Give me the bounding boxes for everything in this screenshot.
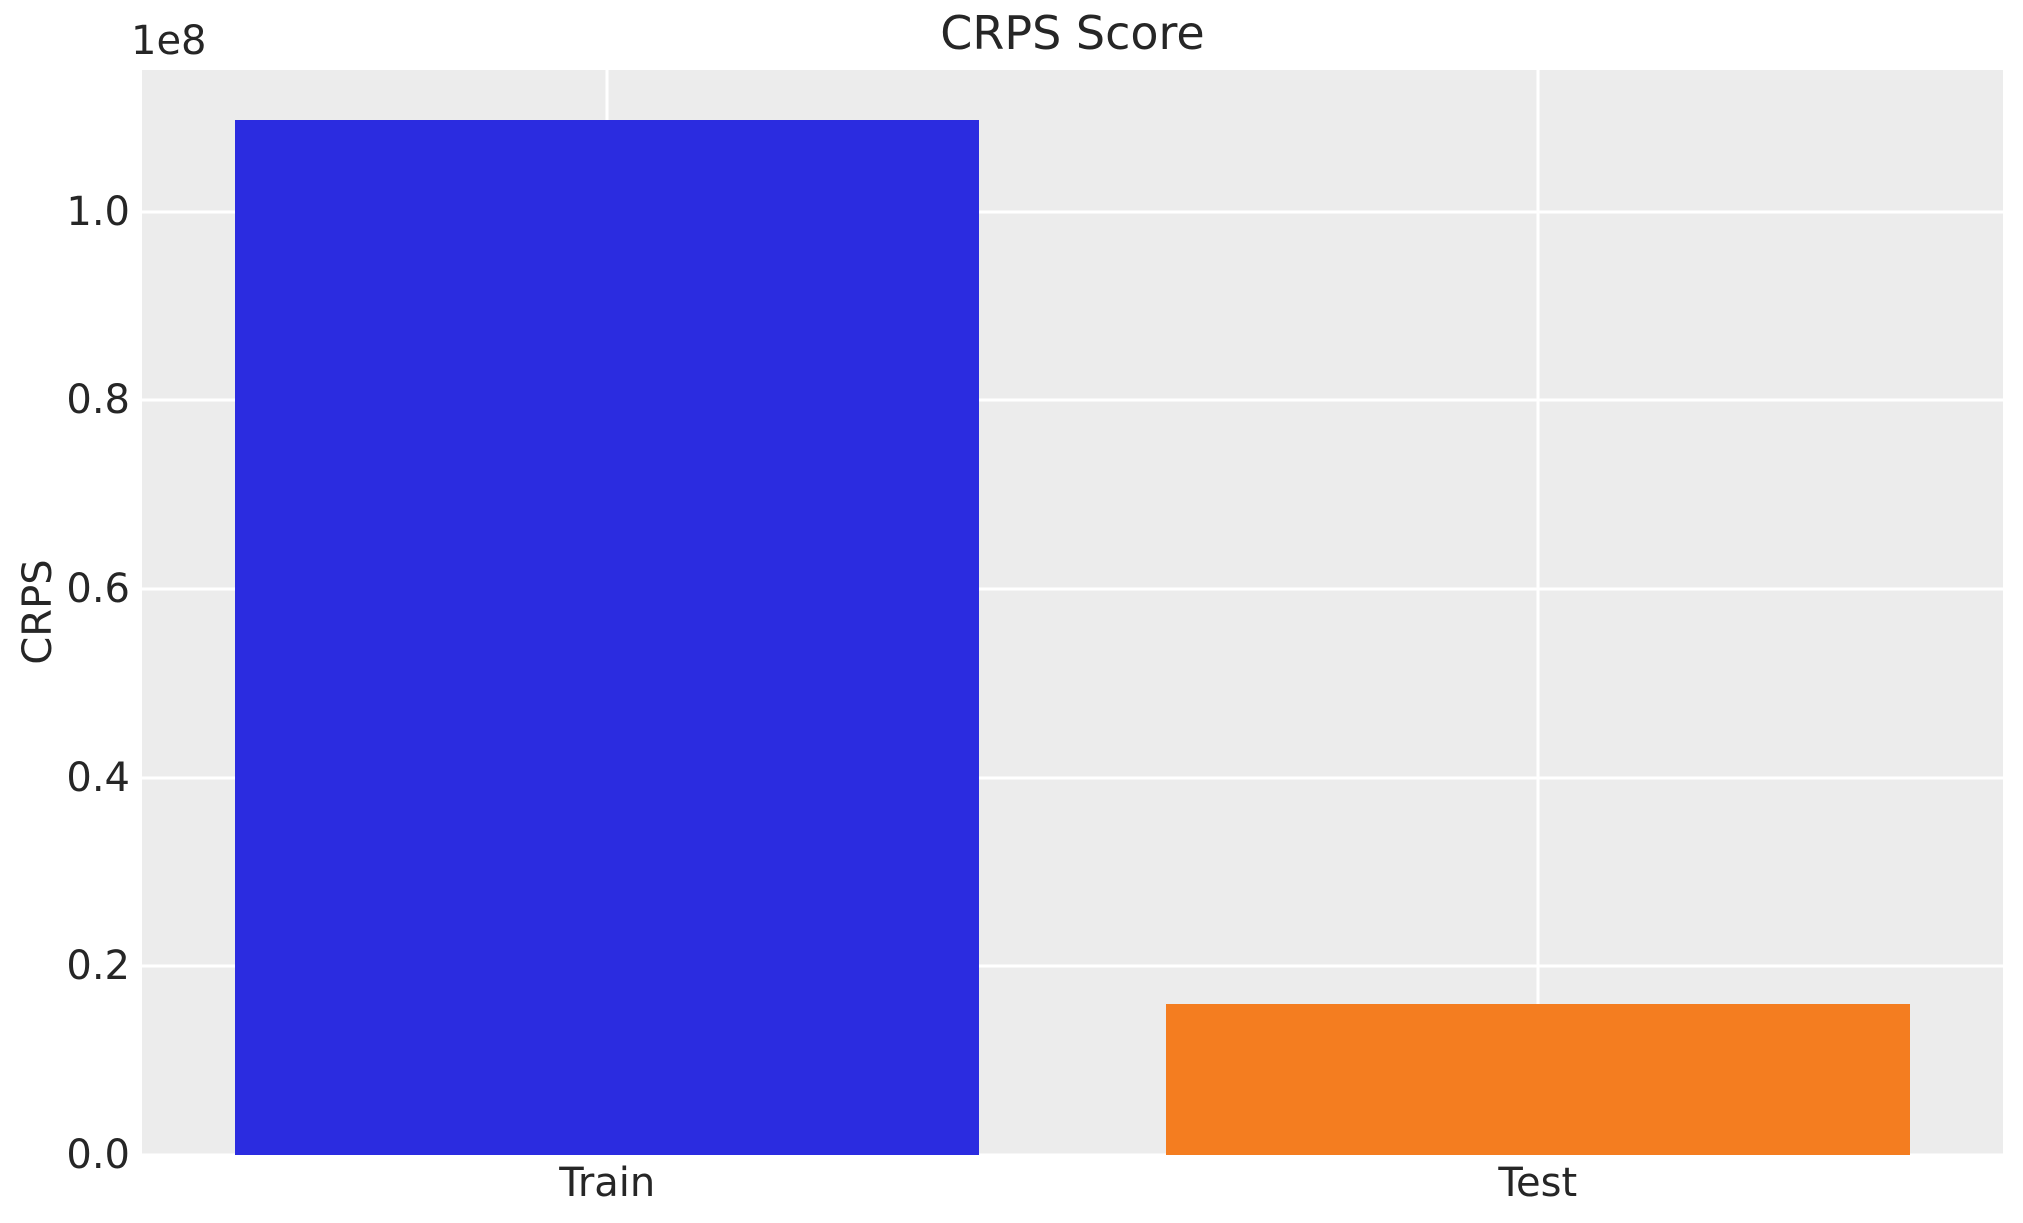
xtick-label-test: Test: [1498, 1160, 1578, 1206]
gridline-y-0.6: [142, 587, 2003, 591]
y-axis-offset-label: 1e8: [131, 18, 207, 64]
ytick-label-0.0: 0.0: [66, 1132, 130, 1178]
gridline-y-0.4: [142, 776, 2003, 780]
xtick-label-train: Train: [559, 1160, 656, 1206]
ytick-label-0.4: 0.4: [66, 754, 130, 801]
gridline-y-0.0: [142, 1153, 2003, 1155]
gridline-x-test: [1536, 70, 1540, 1155]
bar-train: [235, 120, 980, 1155]
gridline-y-1.0: [142, 210, 2003, 214]
ytick-label-0.6: 0.6: [66, 565, 130, 612]
gridline-y-0.2: [142, 964, 2003, 968]
gridline-y-0.8: [142, 398, 2003, 402]
y-axis-label: CRPS: [15, 559, 61, 665]
bar-test: [1165, 1004, 1910, 1155]
ytick-label-1.0: 1.0: [66, 188, 130, 235]
plot-area: [142, 70, 2003, 1155]
chart-title: CRPS Score: [940, 6, 1205, 60]
ytick-label-0.8: 0.8: [66, 377, 130, 424]
ytick-label-0.2: 0.2: [66, 943, 130, 990]
